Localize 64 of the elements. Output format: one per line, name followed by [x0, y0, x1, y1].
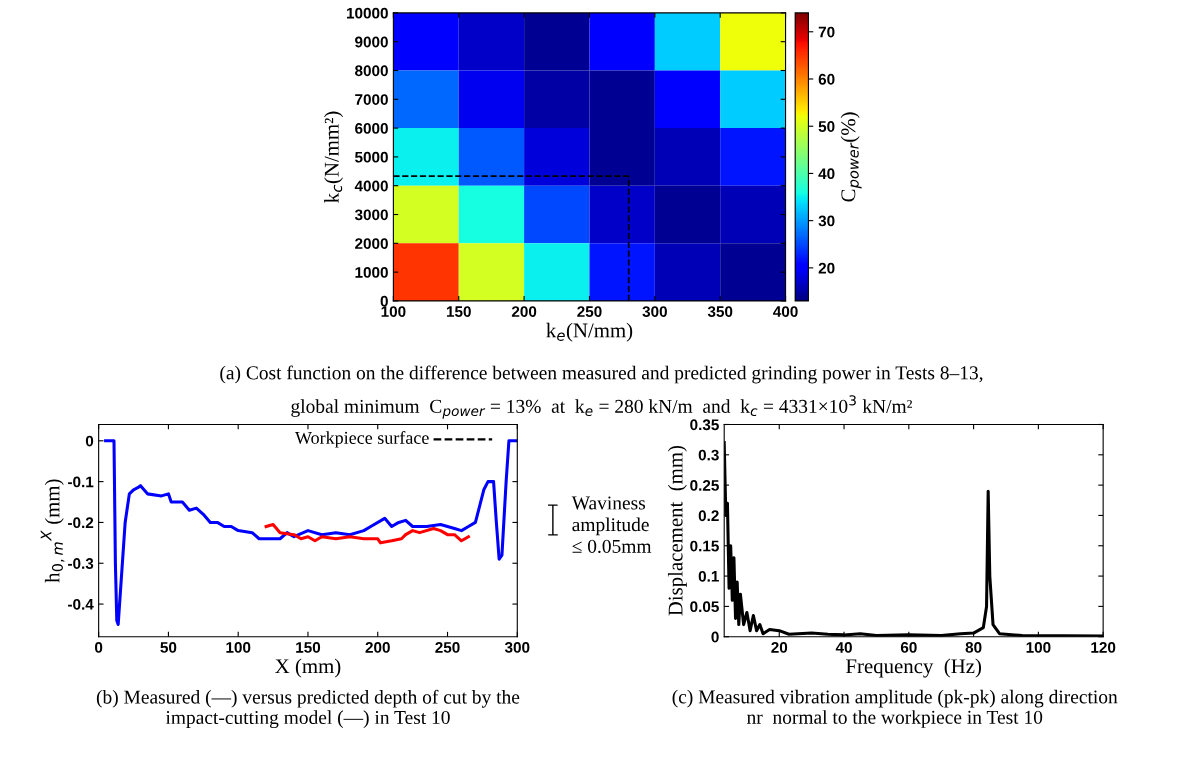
x-tick-label: 250	[435, 641, 460, 653]
x-tick-label: 100	[381, 306, 406, 318]
text: (a) Cost function on the difference between measured and predicted grinding power in Tests 8–13,	[220, 365, 983, 384]
color-bar-label: 20	[818, 262, 835, 274]
x-tick-label: 300	[504, 641, 530, 653]
y-tick-label: 4000	[354, 180, 388, 192]
y-axis-title: k$_{c}$(N/mm²)	[324, 111, 343, 203]
x-tick-label: 200	[511, 306, 537, 318]
x-tick-label: 60	[900, 641, 917, 653]
x-axis-title: X (mm)	[275, 658, 341, 678]
text: Waviness amplitude ≤ 0.05mm	[571, 496, 652, 553]
x-tick-label: 300	[642, 306, 667, 318]
y-tick-label: 9000	[355, 36, 388, 48]
x-tick-label: 200	[365, 641, 390, 653]
y-tick-label: -0.1	[68, 476, 94, 488]
y-tick-label: 0.35	[690, 419, 719, 431]
text: global minimum C$_{power}$ = 13% at k$_{e}$ = 280 kN/m and k$_{c}$ = 4331×10$^{3}$ kN/m²	[291, 395, 913, 419]
y-tick-label: 0.2	[698, 510, 719, 522]
y-tick-label: 0.15	[690, 540, 719, 552]
x-tick-label: 40	[835, 641, 852, 653]
y-tick-label: 6000	[355, 122, 388, 134]
y-tick-label: 3000	[354, 209, 388, 221]
color-bar-title: C$_{power}$(%)	[840, 112, 862, 202]
y-tick-label: 0.25	[690, 479, 719, 491]
text: (b) Measured (—) versus predicted depth of cut by the impact-cutting model (—) in Test 10	[96, 689, 520, 729]
y-tick-label: 0	[711, 631, 719, 643]
x-tick-label: 150	[446, 306, 471, 318]
x-tick-label: 250	[577, 306, 602, 318]
x-tick-label: 20	[771, 641, 788, 653]
annotation: Workpiece surface	[295, 431, 429, 448]
color-bar-label: 30	[818, 215, 835, 227]
x-axis-title: Frequency (Hz)	[846, 658, 982, 678]
color-bar-label: 60	[818, 73, 835, 85]
y-tick-label: 1000	[355, 266, 388, 278]
y-axis-title: Displacement (mm)	[667, 445, 687, 616]
x-tick-label: 120	[1091, 641, 1116, 653]
y-tick-label: -0.3	[68, 558, 94, 569]
y-tick-label: 5000	[355, 151, 388, 163]
text: (c) Measured vibration amplitude (pk-pk) along direction nr normal to the workpiece in Test 10	[672, 689, 1118, 728]
color-bar-label: 40	[818, 168, 835, 180]
y-tick-label: 0.05	[690, 601, 719, 613]
x-tick-label: 350	[707, 306, 733, 318]
x-tick-label: 100	[226, 641, 251, 653]
x-tick-label: 80	[965, 641, 982, 653]
y-tick-label: 8000	[355, 65, 388, 77]
y-tick-label: 7000	[355, 94, 388, 105]
y-tick-label: 2000	[355, 238, 388, 249]
x-axis-title: k$_{e}$(N/mm)	[546, 322, 633, 342]
y-tick-label: 0.1	[698, 570, 719, 582]
x-tick-label: 50	[160, 641, 177, 653]
y-axis-title: h$_{0,m}$$^{X}$ (mm)	[40, 479, 65, 583]
y-tick-label: -0.4	[68, 598, 94, 610]
x-tick-label: 0	[95, 641, 103, 653]
x-tick-label: 400	[773, 306, 798, 318]
x-tick-label: 150	[296, 641, 321, 653]
y-tick-label: 10000	[347, 7, 388, 19]
color-bar-label: 50	[818, 121, 835, 132]
y-tick-label: -0.2	[68, 517, 94, 529]
y-tick-label: 0.3	[698, 449, 719, 461]
y-tick-label: 0	[380, 295, 388, 307]
color-bar-label: 70	[818, 26, 835, 38]
y-tick-label: 0	[85, 435, 94, 447]
x-tick-label: 100	[1026, 641, 1051, 653]
line-series	[264, 522, 470, 545]
